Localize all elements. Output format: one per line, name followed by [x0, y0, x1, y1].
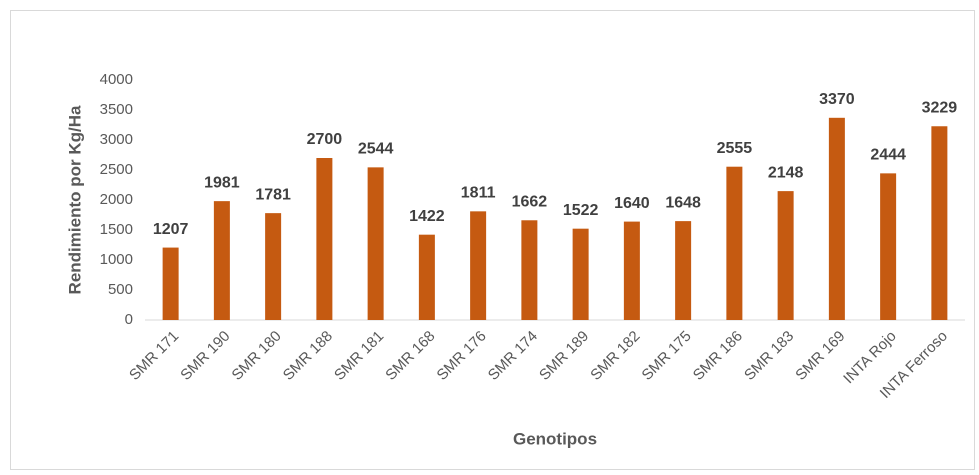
bar	[726, 166, 743, 320]
y-tick-label: 2500	[100, 161, 133, 178]
bar	[316, 158, 333, 320]
bar	[623, 221, 640, 320]
value-label: 3229	[922, 99, 958, 116]
bar	[162, 247, 179, 320]
value-label: 1648	[665, 194, 701, 211]
value-label: 2444	[870, 147, 906, 164]
bar	[521, 220, 538, 320]
bar	[572, 228, 589, 320]
value-label: 3370	[819, 91, 855, 108]
y-tick-label: 1000	[100, 251, 133, 268]
value-label: 1662	[512, 193, 548, 210]
bar	[931, 126, 948, 320]
y-tick-label: 500	[108, 281, 133, 298]
value-label: 1422	[409, 208, 445, 225]
y-tick-label: 4000	[100, 71, 133, 88]
value-label: 1811	[461, 185, 496, 202]
value-label: 2148	[768, 164, 804, 181]
y-tick-label: 3000	[100, 131, 133, 148]
value-label: 2555	[717, 140, 753, 157]
value-label: 1781	[255, 186, 291, 203]
bar	[470, 211, 487, 320]
value-label: 2700	[307, 131, 343, 148]
value-label: 1207	[153, 221, 189, 238]
value-label: 1981	[204, 174, 240, 191]
y-tick-label: 3500	[100, 101, 133, 118]
chart-frame	[10, 10, 975, 470]
y-tick-label: 2000	[100, 191, 133, 208]
bar	[213, 201, 230, 320]
value-label: 1522	[563, 202, 599, 219]
bar	[265, 213, 282, 320]
y-tick-label: 1500	[100, 221, 133, 238]
bar	[367, 167, 384, 320]
bar	[880, 173, 897, 320]
y-tick-label: 0	[125, 311, 133, 328]
bar	[777, 191, 794, 320]
bar	[418, 234, 435, 320]
y-axis-title: Rendimiento por Kg/Ha	[65, 105, 84, 294]
x-axis-title: Genotipos	[513, 429, 597, 448]
value-label: 1640	[614, 195, 650, 212]
bar	[675, 221, 692, 320]
value-label: 2544	[358, 141, 394, 158]
bar	[828, 117, 845, 320]
